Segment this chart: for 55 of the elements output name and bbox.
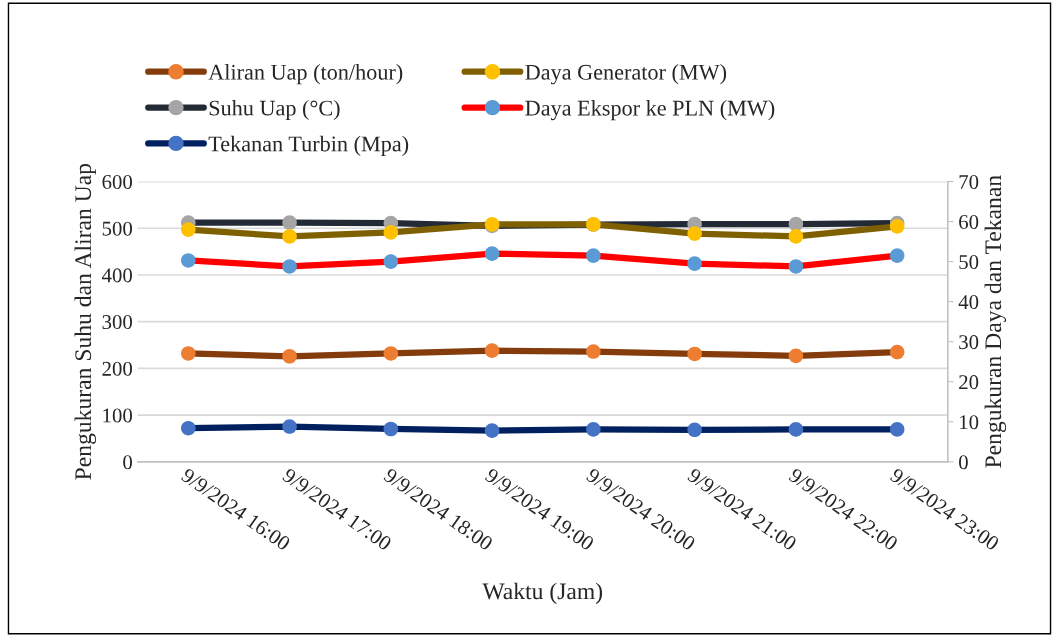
y2-tick-label: 0	[959, 455, 968, 470]
point	[586, 422, 601, 437]
legend-label: Aliran Uap (ton/hour)	[208, 64, 403, 85]
point	[484, 343, 500, 358]
point	[788, 422, 804, 437]
point	[383, 346, 399, 361]
point	[383, 225, 399, 240]
legend-label: Suhu Uap (°C)	[209, 99, 340, 121]
y-tick-label: 600	[102, 174, 133, 189]
point	[889, 248, 905, 263]
point	[586, 344, 601, 359]
point	[788, 348, 804, 364]
legend-label: Daya Ekspor ke PLN (MW)	[525, 100, 775, 121]
legend-label: Daya Generator (MW)	[525, 64, 727, 85]
point	[282, 259, 297, 274]
y2-tick-label: 50	[959, 255, 979, 270]
point	[788, 216, 804, 232]
point	[282, 419, 297, 434]
point	[687, 226, 702, 241]
point	[383, 421, 399, 437]
point	[586, 248, 601, 263]
y2-tick-label: 30	[959, 335, 979, 350]
legend-label: Tekanan Turbin (Mpa)	[208, 135, 409, 156]
point	[484, 423, 500, 438]
point	[889, 422, 905, 437]
y-tick-label: 400	[101, 268, 133, 283]
point	[687, 346, 702, 362]
point	[181, 346, 196, 361]
y-tick-label: 200	[102, 361, 133, 376]
y2-tick-label: 70	[959, 174, 979, 189]
point	[788, 229, 804, 244]
point	[383, 254, 399, 269]
point	[687, 256, 702, 271]
point	[282, 348, 297, 364]
y-axis-title: Pengukuran Suhu dan Aliran Uap	[74, 163, 96, 480]
y2-tick-label: 10	[960, 415, 979, 430]
y-tick-label: 300	[102, 315, 133, 330]
x-axis-title: Waktu (Jam)	[482, 582, 603, 605]
point	[687, 422, 702, 438]
point	[484, 246, 500, 261]
y2-tick-label: 20	[959, 375, 979, 390]
y-tick-label: 100	[103, 408, 133, 423]
y-tick-label: 500	[102, 221, 133, 236]
point	[282, 229, 297, 244]
point	[889, 344, 905, 360]
point	[788, 259, 804, 274]
point	[181, 420, 196, 436]
y2-tick-label: 60	[959, 214, 979, 230]
point	[181, 253, 196, 268]
point	[282, 215, 297, 230]
point	[889, 219, 905, 234]
y2-axis-title: Pengukuran Daya dan Tekanan	[984, 175, 1007, 468]
point	[181, 222, 196, 237]
y-tick-label: 0	[123, 455, 133, 470]
y2-tick-label: 40	[958, 295, 979, 310]
